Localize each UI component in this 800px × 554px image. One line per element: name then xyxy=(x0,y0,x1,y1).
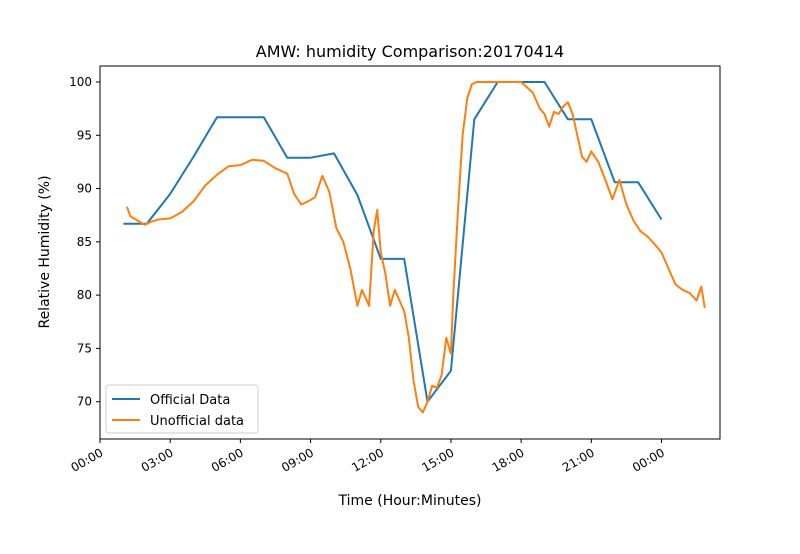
y-axis-label: Relative Humidity (%) xyxy=(37,175,53,328)
legend-label-unofficial: Unofficial data xyxy=(150,414,244,429)
y-tick-label: 100 xyxy=(69,75,92,89)
chart-title: AMW: humidity Comparison:20170414 xyxy=(256,42,564,61)
x-axis-label: Time (Hour:Minutes) xyxy=(338,493,482,509)
legend-label-official: Official Data xyxy=(150,393,230,408)
y-axis-ticks: 70 75 80 85 90 95 100 xyxy=(69,75,100,409)
series-layer xyxy=(123,81,706,414)
y-tick-label: 95 xyxy=(77,128,92,142)
y-tick-label: 85 xyxy=(77,235,92,249)
y-tick-label: 90 xyxy=(77,182,92,196)
plot-area-frame xyxy=(99,65,721,440)
y-tick-label: 70 xyxy=(77,395,92,409)
legend: Official Data Unofficial data xyxy=(105,384,259,434)
legend-frame xyxy=(105,384,259,434)
y-tick-label: 75 xyxy=(77,341,92,355)
y-tick-label: 80 xyxy=(77,288,92,302)
series-line-0 xyxy=(123,81,663,403)
series-line-1 xyxy=(125,81,706,414)
